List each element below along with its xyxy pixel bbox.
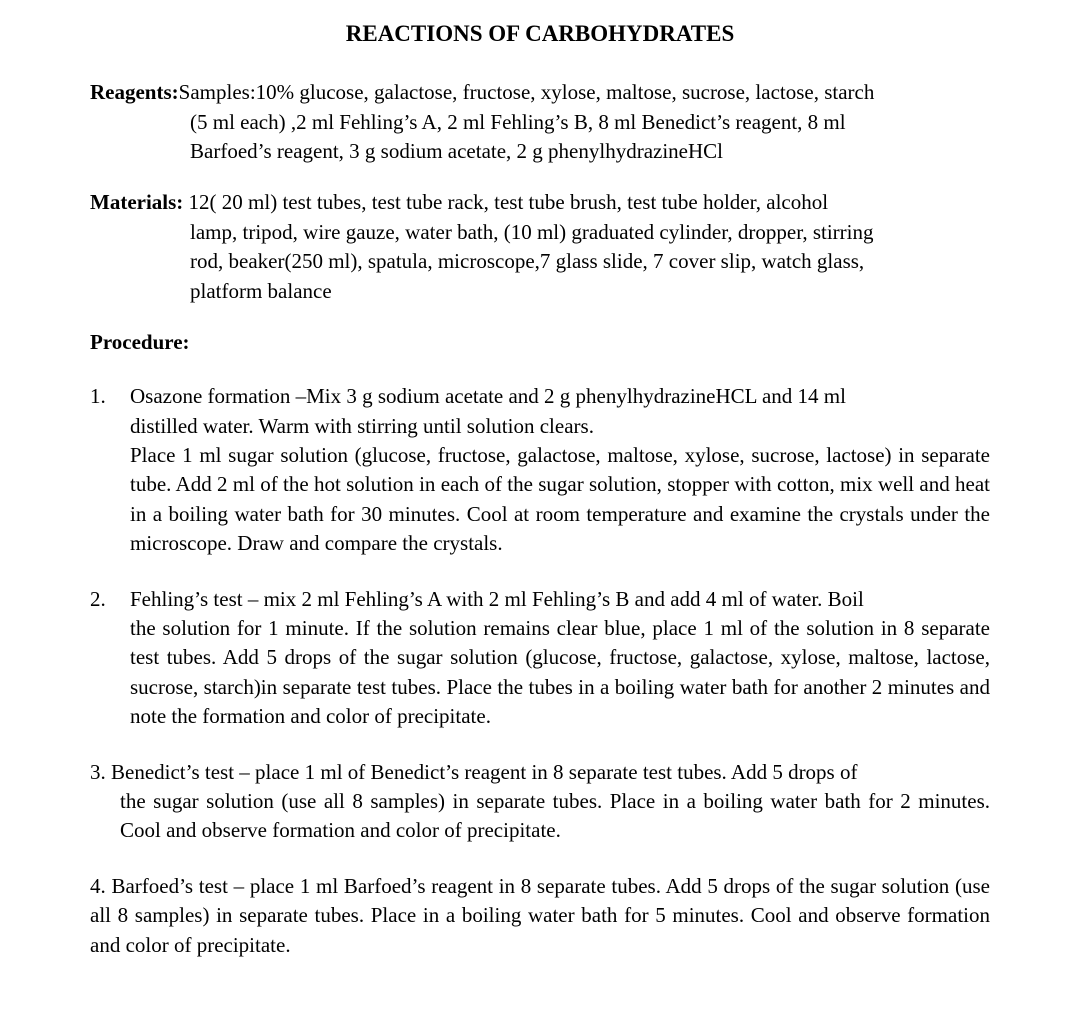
step-2-body: the solution for 1 minute. If the soluti… <box>90 614 990 732</box>
materials-label: Materials: <box>90 190 183 214</box>
step-1-number: 1. <box>90 382 118 411</box>
procedure-step-3: 3. Benedict’s test – place 1 ml of Bened… <box>90 758 990 846</box>
procedure-step-1: 1. Osazone formation –Mix 3 g sodium ace… <box>90 382 990 558</box>
materials-section: Materials: 12( 20 ml) test tubes, test t… <box>90 188 990 306</box>
reagents-section: Reagents:Samples:10% glucose, galactose,… <box>90 78 990 166</box>
step-2-number: 2. <box>90 585 118 614</box>
reagents-text-3: Barfoed’s reagent, 3 g sodium acetate, 2… <box>90 137 990 166</box>
step-3-body: the sugar solution (use all 8 samples) i… <box>90 787 990 846</box>
materials-text-1: 12( 20 ml) test tubes, test tube rack, t… <box>183 190 828 214</box>
step-1-body: distilled water. Warm with stirring unti… <box>90 412 990 559</box>
materials-line1: Materials: 12( 20 ml) test tubes, test t… <box>90 188 990 217</box>
materials-text-4: platform balance <box>90 277 990 306</box>
procedure-step-2: 2. Fehling’s test – mix 2 ml Fehling’s A… <box>90 585 990 732</box>
step-2-first-line: Fehling’s test – mix 2 ml Fehling’s A wi… <box>118 585 990 614</box>
procedure-label: Procedure: <box>90 328 990 357</box>
step-1-first-line: Osazone formation –Mix 3 g sodium acetat… <box>118 382 990 411</box>
reagents-label: Reagents: <box>90 80 179 104</box>
reagents-text-1: Samples:10% glucose, galactose, fructose… <box>179 80 875 104</box>
materials-text-3: rod, beaker(250 ml), spatula, microscope… <box>90 247 990 276</box>
materials-text-2: lamp, tripod, wire gauze, water bath, (1… <box>90 218 990 247</box>
step-3-first-line: 3. Benedict’s test – place 1 ml of Bened… <box>90 758 990 787</box>
procedure-step-4: 4. Barfoed’s test – place 1 ml Barfoed’s… <box>90 872 990 960</box>
reagents-text-2: (5 ml each) ,2 ml Fehling’s A, 2 ml Fehl… <box>90 108 990 137</box>
reagents-line1: Reagents:Samples:10% glucose, galactose,… <box>90 78 990 107</box>
document-title: REACTIONS OF CARBOHYDRATES <box>90 18 990 50</box>
